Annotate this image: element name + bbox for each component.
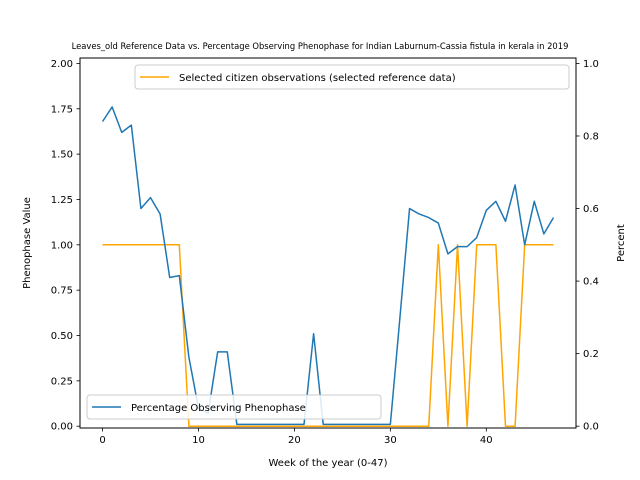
legend-lower-label: Percentage Observing Phenophase (131, 403, 306, 414)
y-right-tick-label: 0.2 (583, 349, 599, 360)
y-axis-right-label: Percent (616, 224, 627, 262)
series-line-percentage-observing (101, 106, 555, 426)
plot-frame (79, 57, 577, 429)
series-layer (101, 106, 555, 427)
y-right-tick-label: 0.4 (583, 277, 599, 288)
y-right-tick-label: 1.0 (583, 59, 599, 70)
x-tick-label: 40 (480, 435, 493, 446)
y-left-tick-label: 1.25 (51, 195, 73, 206)
y-left-tick-label: 0.25 (51, 376, 73, 387)
y-axis-right: 0.0 0.2 0.4 0.6 0.8 1.0 (576, 59, 599, 433)
y-left-tick-label: 0.50 (51, 331, 73, 342)
y-left-tick-label: 0.00 (51, 422, 73, 433)
series-line-citizen-observations (102, 244, 554, 427)
y-left-tick-label: 0.75 (51, 286, 73, 297)
x-tick-label: 30 (384, 435, 397, 446)
y-right-tick-label: 0.6 (583, 204, 599, 215)
y-left-tick-label: 2.00 (51, 59, 73, 70)
y-left-tick-label: 1.00 (51, 240, 73, 251)
y-axis-left: 0.00 0.25 0.50 0.75 1.00 1.25 1.50 1.75 2.00 (51, 59, 80, 433)
legend-upper-right: Selected citizen observations (selected … (134, 64, 570, 90)
y-right-tick-label: 0.8 (583, 131, 599, 142)
y-left-tick-label: 1.75 (51, 104, 73, 115)
plot-background (80, 58, 576, 428)
legend-lower-left: Percentage Observing Phenophase (86, 394, 382, 420)
y-left-tick-label: 1.50 (51, 150, 73, 161)
chart-title: Leaves_old Reference Data vs. Percentage… (72, 41, 569, 51)
x-axis-label: Week of the year (0-47) (269, 458, 388, 469)
x-tick-label: 10 (192, 435, 205, 446)
y-right-tick-label: 0.0 (583, 422, 599, 433)
plot-area (79, 57, 577, 429)
y-axis-left-label: Phenophase Value (22, 197, 33, 289)
legend-upper-label: Selected citizen observations (selected … (179, 73, 456, 84)
x-tick-label: 20 (288, 435, 301, 446)
legend-upper-box (134, 64, 570, 90)
x-axis: 0 10 20 30 40 (99, 428, 493, 446)
legend-lower-box (86, 394, 382, 420)
x-tick-label: 0 (99, 435, 105, 446)
